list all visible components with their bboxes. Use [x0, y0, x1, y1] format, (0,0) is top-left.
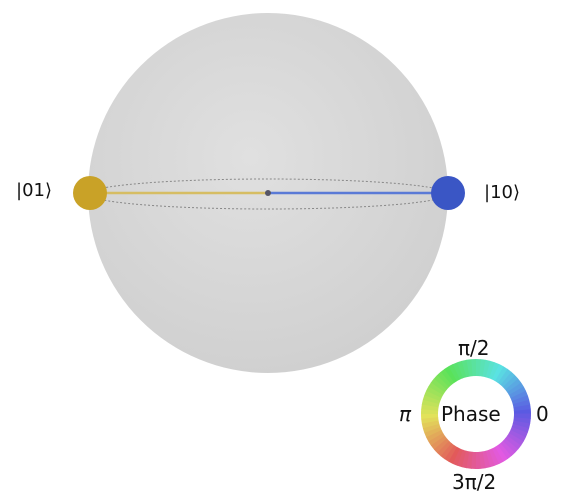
phase-wheel-segment [433, 375, 450, 390]
phase-wheel-segment [513, 403, 531, 411]
phase-wheel-segment [421, 420, 440, 429]
phase-wheel-segment [513, 416, 531, 424]
phase-wheel-segment [508, 429, 527, 442]
phase-wheel-segment [456, 360, 467, 379]
state-marker-01 [73, 176, 107, 210]
phase-wheel-segment [485, 360, 495, 379]
phase-wheel-segment [422, 395, 441, 405]
phase-wheel-segment [488, 448, 500, 466]
phase-wheel-segment [502, 438, 519, 453]
phase-wheel-segment [430, 378, 447, 393]
phase-wheel-segment [461, 450, 470, 469]
phase-wheel-segment [511, 394, 530, 405]
phase-wheel-segment [507, 432, 524, 446]
phase-wheel-segment [513, 413, 531, 419]
phase-wheel-segment [452, 448, 464, 466]
phase-wheel-segment [500, 440, 516, 457]
phase-wheel-segment [461, 359, 470, 378]
phase-wheel-segment [485, 449, 496, 468]
phase-wheel-segment [510, 390, 528, 402]
phase-wheel-segment [433, 438, 450, 454]
phase-wheel-segment [482, 359, 491, 378]
phase-wheel-segment [424, 426, 442, 438]
phase-wheel-segment [508, 386, 526, 398]
phase-wheel-segment [506, 382, 524, 395]
phase-wheel-segment [505, 435, 522, 450]
phase-wheel-segment [488, 362, 500, 380]
phase-wheel-segment [479, 451, 487, 469]
state-label-01: |01⟩ [16, 180, 52, 201]
phase-wheel-segment [421, 404, 439, 412]
phase-wheel-segment [436, 371, 452, 388]
phase-wheel-segment [452, 362, 464, 380]
phase-wheel-segment [466, 451, 474, 469]
phase-wheel-segment [497, 368, 512, 385]
phase-wheel-segment [494, 366, 508, 383]
phase-wheel-segment [448, 364, 460, 382]
phase-wheel-segment [426, 430, 444, 442]
phase-wheel-segment [512, 420, 531, 429]
phase-wheel-segment [492, 446, 504, 464]
phase-wheel-segment [440, 443, 455, 460]
phase-wheel-segment [511, 423, 530, 433]
phase-wheel-segment [421, 409, 439, 415]
phase-label-right: 0 [536, 402, 549, 426]
phase-center-label: Phase [441, 402, 501, 426]
phase-label-left: π [399, 402, 412, 426]
phase-wheel-segment [475, 359, 481, 377]
phase-wheel-segment [421, 399, 440, 408]
phase-wheel-segment [437, 440, 452, 457]
phase-label-top: π/2 [458, 336, 490, 360]
phase-wheel-segment [491, 363, 504, 382]
phase-wheel-segment [428, 382, 445, 396]
phase-wheel-segment [465, 359, 473, 377]
phase-wheel-segment [497, 442, 512, 460]
phase-wheel-segment [430, 435, 448, 450]
phase-wheel-segment [478, 359, 486, 377]
phase-wheel-segment [422, 423, 441, 434]
phase-wheel-segment [421, 417, 439, 425]
phase-wheel-segment [428, 433, 446, 446]
state-label-10: |10⟩ [484, 182, 520, 203]
phase-wheel-segment [504, 378, 522, 393]
phase-wheel-segment [448, 446, 461, 465]
phase-wheel-segment [512, 399, 531, 408]
phase-wheel-segment [495, 444, 508, 462]
phase-wheel-segment [440, 368, 455, 386]
phase-wheel-segment [482, 450, 491, 469]
phase-wheel-segment [424, 390, 442, 402]
phase-wheel-segment [471, 451, 477, 469]
phase-wheel-segment [425, 386, 444, 399]
phase-wheel-segment [444, 366, 457, 384]
state-marker-10 [431, 176, 465, 210]
phase-wheel-segment [500, 371, 515, 388]
phase-label-bottom: 3π/2 [452, 470, 497, 494]
phase-wheel-segment [510, 426, 528, 438]
sphere-center-dot [265, 190, 271, 196]
phase-color-wheel [421, 359, 531, 469]
phase-wheel-segment [444, 445, 458, 462]
phase-wheel-segment [457, 449, 467, 468]
phase-wheel-segment [502, 374, 519, 390]
